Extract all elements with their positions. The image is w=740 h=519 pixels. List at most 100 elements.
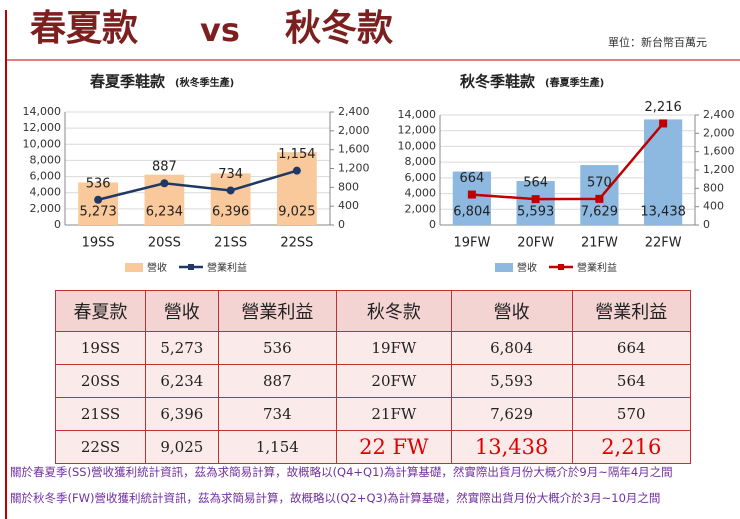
table-cell: 734 bbox=[217, 397, 338, 431]
table-cell: 5,273 bbox=[145, 331, 219, 365]
y-tick-label: 0 bbox=[429, 218, 436, 231]
x-tick-label: 22SS bbox=[280, 236, 313, 251]
summary-table: 春夏款 營收 營業利益 秋冬款 營收 營業利益 19SS 5,273 536 19FW 6,804 6… bbox=[54, 290, 691, 464]
chart-title: 秋冬季鞋款 bbox=[460, 73, 536, 91]
y-tick-label: 14,000 bbox=[398, 108, 437, 121]
data-label: 2,216 bbox=[645, 100, 682, 115]
table-cell: 7,629 bbox=[450, 397, 573, 431]
table-cell: 570 bbox=[571, 397, 691, 431]
title-right: 秋冬款 bbox=[285, 8, 393, 49]
table-cell: 564 bbox=[571, 364, 691, 398]
data-label: 5,593 bbox=[517, 205, 554, 220]
legend-label: 營業利益 bbox=[577, 261, 617, 274]
table-cell: 9,025 bbox=[145, 430, 219, 464]
y2-tick-label: 1,200 bbox=[703, 163, 735, 176]
table-cell: 6,804 bbox=[450, 331, 573, 365]
y-tick-label: 2,000 bbox=[405, 202, 437, 215]
table-cell: 20SS bbox=[54, 364, 147, 398]
data-label: 887 bbox=[152, 160, 177, 175]
marker bbox=[531, 195, 540, 204]
x-tick-label: 20FW bbox=[517, 236, 554, 251]
chart-subtitle: (秋冬季生產) bbox=[175, 76, 234, 89]
x-tick-label: 19SS bbox=[82, 236, 115, 251]
y2-tick-label: 1,200 bbox=[338, 162, 370, 175]
y-tick-label: 6,000 bbox=[30, 170, 62, 183]
y2-tick-label: 0 bbox=[338, 218, 345, 231]
note: 關於秋冬季(FW)營收獲利統計資訊，茲為求簡易計算，故概略以(Q2+Q3)為計算… bbox=[10, 491, 661, 505]
y-tick-label: 2,000 bbox=[30, 202, 62, 215]
y-tick-label: 8,000 bbox=[405, 155, 437, 168]
table-cell: 664 bbox=[571, 331, 691, 365]
marker bbox=[160, 179, 169, 188]
data-label: 6,396 bbox=[212, 205, 249, 220]
table-cell: 19SS bbox=[54, 331, 147, 365]
unit: 單位：新台幣百萬元 bbox=[608, 35, 707, 49]
table-cell: 22SS bbox=[54, 430, 147, 464]
table-cell: 13,438 bbox=[450, 430, 573, 464]
table-row: 22SS 9,025 1,154 22 FW 13,438 2,216 bbox=[54, 430, 691, 464]
data-label: 564 bbox=[523, 176, 548, 191]
legend-swatch bbox=[125, 263, 143, 272]
y-tick-label: 8,000 bbox=[30, 153, 62, 166]
y-tick-label: 0 bbox=[54, 218, 61, 231]
y-tick-label: 4,000 bbox=[30, 186, 62, 199]
marker bbox=[226, 186, 235, 195]
data-label: 7,629 bbox=[581, 205, 618, 220]
data-label: 570 bbox=[587, 175, 612, 190]
y-tick-label: 14,000 bbox=[23, 105, 62, 118]
table-cell: 21SS bbox=[54, 397, 147, 431]
marker bbox=[94, 195, 103, 204]
table-cell: 6,396 bbox=[145, 397, 219, 431]
y2-tick-label: 2,400 bbox=[703, 108, 735, 121]
y2-tick-label: 2,000 bbox=[703, 126, 735, 139]
data-label: 1,154 bbox=[278, 147, 315, 162]
table-cell: 536 bbox=[217, 331, 338, 365]
data-label: 734 bbox=[218, 167, 243, 182]
y2-tick-label: 1,600 bbox=[338, 143, 370, 156]
legend-swatch bbox=[188, 264, 194, 270]
table-row: 19SS 5,273 536 19FW 6,804 664 bbox=[54, 331, 691, 365]
data-label: 6,234 bbox=[146, 205, 183, 220]
data-label: 664 bbox=[459, 171, 484, 186]
marker bbox=[659, 119, 668, 128]
table-cell: 5,593 bbox=[450, 364, 573, 398]
x-tick-label: 21SS bbox=[214, 236, 247, 251]
table-cell: 6,234 bbox=[145, 364, 219, 398]
data-label: 9,025 bbox=[278, 205, 315, 220]
y-tick-label: 10,000 bbox=[23, 137, 62, 150]
table-cell: 營業利益 bbox=[571, 290, 691, 332]
x-tick-label: 19FW bbox=[453, 236, 490, 251]
marker bbox=[595, 194, 604, 203]
y2-tick-label: 2,400 bbox=[338, 105, 370, 118]
y2-tick-label: 400 bbox=[703, 200, 724, 213]
note: 關於春夏季(SS)營收獲利統計資訊，茲為求簡易計算，故概略以(Q4+Q1)為計算… bbox=[10, 465, 673, 479]
legend-swatch bbox=[558, 264, 564, 270]
table-cell: 秋冬款 bbox=[336, 290, 452, 332]
legend-label: 營收 bbox=[517, 261, 537, 274]
data-label: 6,804 bbox=[453, 205, 490, 220]
table-cell: 2,216 bbox=[571, 430, 691, 464]
title-left: 春夏款 bbox=[30, 8, 138, 49]
table-cell: 21FW bbox=[336, 397, 452, 431]
line bbox=[97, 169, 298, 201]
y-tick-label: 10,000 bbox=[398, 139, 437, 152]
y2-tick-label: 800 bbox=[703, 181, 724, 194]
data-label: 13,438 bbox=[640, 205, 686, 220]
y2-tick-label: 800 bbox=[338, 180, 359, 193]
bar bbox=[277, 152, 317, 225]
title-vs: vs bbox=[200, 11, 240, 49]
x-tick-label: 21FW bbox=[581, 236, 618, 251]
table-row: 21SS 6,396 734 21FW 7,629 570 bbox=[54, 397, 691, 431]
y-tick-label: 6,000 bbox=[405, 171, 437, 184]
table-cell: 19FW bbox=[336, 331, 452, 365]
table-cell: 1,154 bbox=[217, 430, 338, 464]
marker bbox=[292, 166, 301, 175]
table-cell: 營業利益 bbox=[217, 290, 338, 332]
table-cell: 春夏款 bbox=[54, 290, 147, 332]
y-tick-label: 4,000 bbox=[405, 187, 437, 200]
chart-title: 春夏季鞋款 bbox=[90, 73, 166, 91]
table-cell: 營收 bbox=[145, 290, 219, 332]
y2-tick-label: 2,000 bbox=[338, 124, 370, 137]
